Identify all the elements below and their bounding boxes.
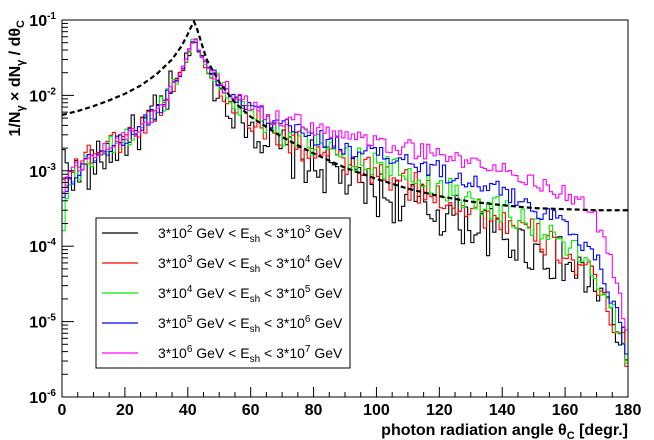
- x-tick-label: 0: [58, 402, 67, 419]
- x-tick-label: 60: [242, 402, 260, 419]
- legend-label-5: 3*106 GeV < Esh < 3*107 GeV: [158, 344, 343, 365]
- legend-label-1: 3*102 GeV < Esh < 3*103 GeV: [158, 224, 343, 245]
- x-tick-label: 120: [426, 402, 453, 419]
- y-tick-label: 10-5: [29, 313, 56, 332]
- x-tick-label: 140: [489, 402, 516, 419]
- x-tick-label: 160: [552, 402, 579, 419]
- y-tick-label: 10-4: [29, 237, 56, 256]
- y-tick-label: 10-1: [29, 11, 56, 30]
- plot-area: [61, 19, 628, 367]
- legend-label-4: 3*105 GeV < Esh < 3*106 GeV: [158, 314, 343, 335]
- x-tick-label: 20: [116, 402, 134, 419]
- x-tick-label: 100: [363, 402, 390, 419]
- legend-label-2: 3*103 GeV < Esh < 3*104 GeV: [158, 254, 343, 275]
- series-5-histogram: [62, 38, 628, 331]
- x-axis-title: photon radiation angle θC [degr.]: [381, 422, 628, 440]
- x-tick-label: 180: [615, 402, 642, 419]
- legend: 3*102 GeV < Esh < 3*103 GeV 3*103 GeV < E…: [95, 217, 351, 369]
- y-tick-label: 10-6: [29, 388, 56, 407]
- legend-label-3: 3*104 GeV < Esh < 3*105 GeV: [158, 284, 343, 305]
- x-tick-label: 40: [179, 402, 197, 419]
- y-tick-label: 10-3: [29, 162, 56, 181]
- series-1-histogram: [62, 41, 628, 361]
- legend-box: [95, 217, 351, 369]
- axes: 0 20 40 60 80 100 120 140 160 180 10-6 10-5 10-4 10-3…: [7, 11, 641, 440]
- x-tick-label: 80: [305, 402, 323, 419]
- y-tick-label: 10-2: [29, 86, 56, 105]
- y-axis-title: 1/Nγ × dNγ / dθC: [7, 20, 27, 136]
